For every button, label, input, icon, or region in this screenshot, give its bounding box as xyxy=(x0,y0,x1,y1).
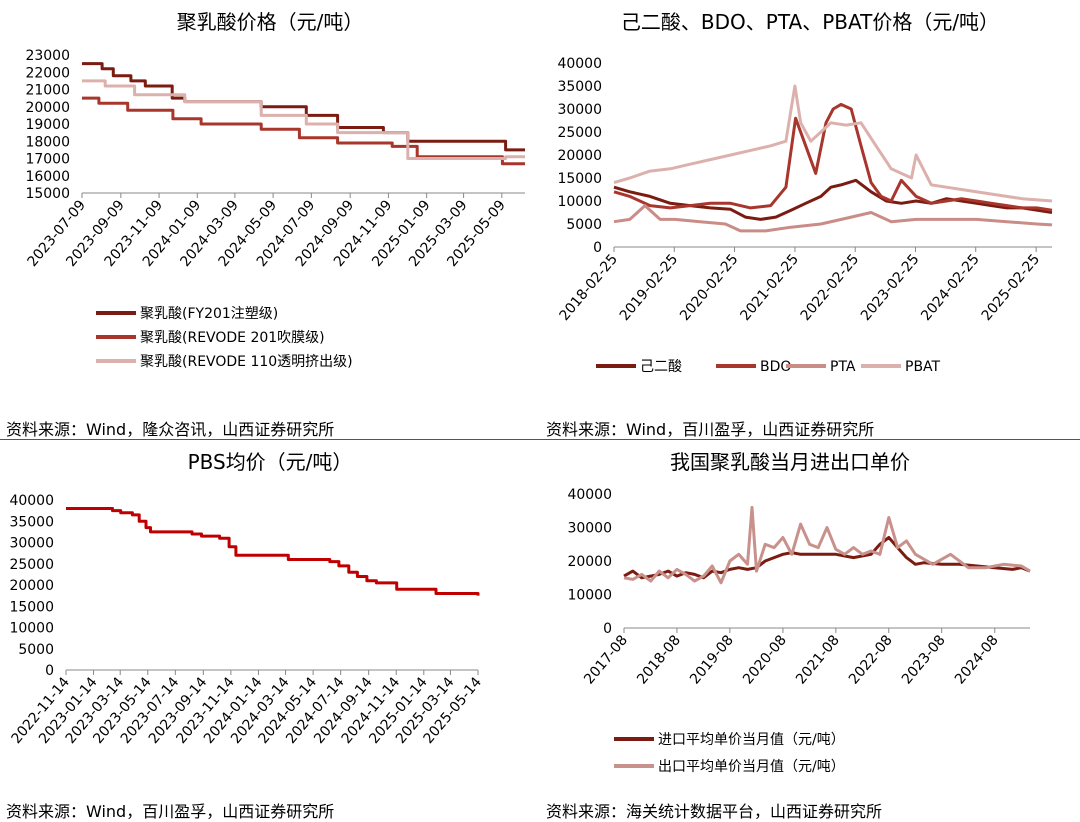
x-tick-label: 2023-02-25 xyxy=(858,251,923,324)
y-tick-label: 20000 xyxy=(557,148,602,164)
x-tick-label: 2019-08 xyxy=(687,632,737,687)
y-tick-label: 25000 xyxy=(9,557,54,573)
y-tick-label: 18000 xyxy=(25,134,70,150)
y-tick-label: 40000 xyxy=(557,56,602,72)
source-note-adipic: 资料来源：Wind，百川盈孚，山西证券研究所 xyxy=(546,420,875,439)
chart-title-pla: 聚乳酸价格（元/吨） xyxy=(176,10,364,34)
series-line-1 xyxy=(66,507,480,596)
series-line-2 xyxy=(613,102,1053,212)
legend-label: 聚乳酸(REVODE 201吹膜级) xyxy=(140,330,325,346)
series-line-3 xyxy=(82,79,525,160)
y-tick-label: 20000 xyxy=(25,100,70,116)
y-tick-label: 5000 xyxy=(566,217,602,233)
y-tick-label: 10000 xyxy=(9,621,54,637)
y-tick-label: 0 xyxy=(45,663,54,679)
chart-pbs: 0 5000 10000 15000 20000 25000 30000 35000 40000… xyxy=(9,493,486,747)
y-tick-label: 25000 xyxy=(557,125,602,141)
x-tick-label: 2020-08 xyxy=(740,632,790,687)
y-tick-label: 30000 xyxy=(9,536,54,552)
legend-label: PBAT xyxy=(905,359,941,375)
x-tick-label: 2021-08 xyxy=(793,632,843,687)
y-tick-label: 23000 xyxy=(25,48,70,64)
chart-title-pbs: PBS均价（元/吨） xyxy=(187,450,353,474)
x-tick-label: 2018-08 xyxy=(634,632,684,687)
divider xyxy=(0,439,1080,440)
x-tick-label: 2022-08 xyxy=(846,632,896,687)
y-tick-label: 15000 xyxy=(9,599,54,615)
x-tick-label: 2024-02-25 xyxy=(918,251,983,324)
y-tick-label: 17000 xyxy=(25,152,70,168)
x-tick-label: 2019-02-25 xyxy=(617,251,682,324)
y-tick-label: 30000 xyxy=(567,521,612,537)
y-tick-label: 30000 xyxy=(557,102,602,118)
x-tick-label: 2018-02-25 xyxy=(557,251,622,324)
legend-label: 出口平均单价当月值（元/吨） xyxy=(658,759,845,775)
series-line-3 xyxy=(613,204,1053,233)
source-note-pbs: 资料来源：Wind，百川盈孚，山西证券研究所 xyxy=(6,802,335,821)
chart-title-adipic: 己二酸、BDO、PTA、PBAT价格（元/吨） xyxy=(620,10,1000,34)
series-line-4 xyxy=(613,84,1053,203)
x-tick-label: 2017-08 xyxy=(581,632,631,687)
y-tick-label: 35000 xyxy=(9,514,54,530)
y-tick-label: 10000 xyxy=(557,194,602,210)
series-line-2 xyxy=(82,96,525,166)
x-tick-label: 2024-08 xyxy=(952,632,1002,687)
y-tick-label: 15000 xyxy=(557,171,602,187)
legend-label: 聚乳酸(REVODE 110透明挤出级) xyxy=(140,354,353,370)
chart-adipic: 0 5000 10000 15000 20000 25000 30000 35000 40000… xyxy=(557,56,1053,375)
x-tick-label: 2023-08 xyxy=(899,632,949,687)
series-line-1 xyxy=(613,178,1053,221)
y-tick-label: 15000 xyxy=(25,186,70,202)
series-line-2 xyxy=(623,505,1031,585)
legend-label: BDO xyxy=(760,359,791,375)
y-tick-label: 10000 xyxy=(567,588,612,604)
y-tick-label: 22000 xyxy=(25,65,70,81)
y-tick-label: 5000 xyxy=(18,642,54,658)
y-tick-label: 16000 xyxy=(25,169,70,185)
legend-label: 聚乳酸(FY201注塑级) xyxy=(140,306,278,322)
legend-label: 进口平均单价当月值（元/吨） xyxy=(658,732,845,748)
y-tick-label: 0 xyxy=(593,240,602,256)
series-line-1 xyxy=(623,536,1031,580)
x-tick-label: 2020-02-25 xyxy=(677,251,742,324)
chart-trade: 0 10000 20000 30000 40000 2017-08 2018-08 2019-… xyxy=(567,487,1031,775)
legend-label: PTA xyxy=(830,359,856,375)
source-note-pla: 资料来源：Wind，隆众咨讯，山西证券研究所 xyxy=(6,420,335,439)
x-tick-label: 2021-02-25 xyxy=(737,251,802,324)
y-tick-label: 40000 xyxy=(567,487,612,503)
y-tick-label: 21000 xyxy=(25,83,70,99)
source-note-trade: 资料来源：海关统计数据平台，山西证券研究所 xyxy=(546,802,883,821)
chart-title-trade: 我国聚乳酸当月进出口单价 xyxy=(670,450,910,474)
y-tick-label: 35000 xyxy=(557,79,602,95)
x-tick-label: 2025-02-25 xyxy=(979,251,1044,324)
x-tick-label: 2022-02-25 xyxy=(798,251,863,324)
y-tick-label: 0 xyxy=(603,621,612,637)
y-tick-label: 20000 xyxy=(567,554,612,570)
legend-label: 己二酸 xyxy=(640,359,682,375)
y-tick-label: 20000 xyxy=(9,578,54,594)
y-tick-label: 40000 xyxy=(9,493,54,509)
y-tick-label: 19000 xyxy=(25,117,70,133)
